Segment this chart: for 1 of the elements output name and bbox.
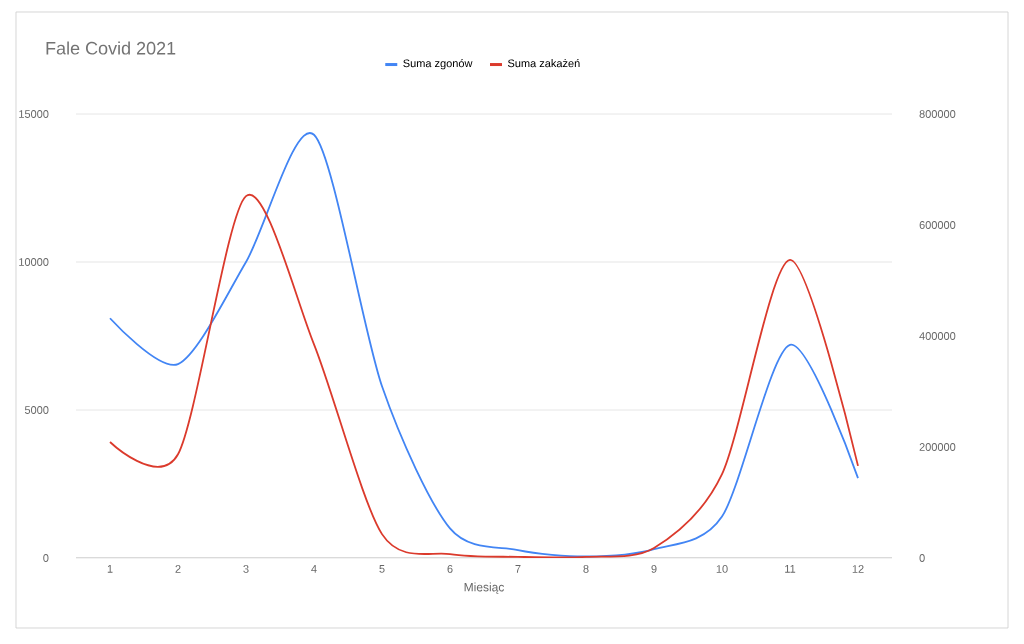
chart-title: Fale Covid 2021 <box>46 41 176 55</box>
